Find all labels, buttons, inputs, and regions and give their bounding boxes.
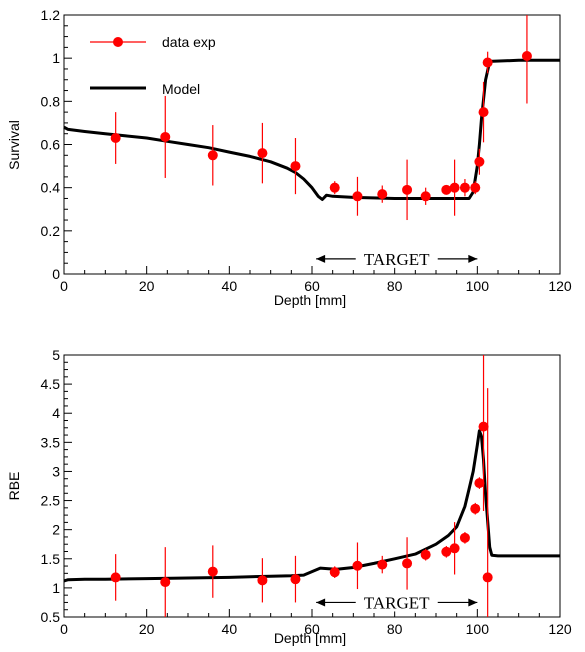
rbe-data-point (441, 546, 452, 557)
survival-y-tick-label: 0.2 (41, 223, 61, 239)
rbe-y-tick-label: 5 (52, 347, 60, 363)
legend-data-exp-label: data exp (162, 34, 216, 50)
rbe-data-point (470, 503, 481, 514)
survival-data-point (290, 161, 301, 172)
rbe-data-point (474, 478, 485, 489)
rbe-y-tick-label: 2 (52, 522, 60, 538)
rbe-y-tick-label: 3.5 (41, 434, 61, 450)
survival-y-tick-label: 1.2 (41, 7, 61, 23)
survival-data-point (441, 184, 452, 195)
survival-y-tick-label: 0.8 (41, 93, 61, 109)
rbe-y-tick-label: 1.5 (41, 551, 61, 567)
survival-model-curve (63, 58, 560, 201)
survival-x-tick-label: 100 (466, 278, 490, 294)
rbe-target-annotation: TARGET (316, 593, 478, 612)
legend-data-exp-marker (113, 37, 123, 47)
rbe-target-arrow-head-right (468, 598, 478, 607)
survival-data-point (160, 131, 171, 142)
rbe-x-tick-label: 0 (60, 621, 68, 637)
survival-axis-ticks: 0 20 40 60 80 100 120 0 0.2 0.4 0.6 0.8 1 1.2 (41, 7, 572, 294)
rbe-y-tick-label: 4.5 (41, 376, 61, 392)
rbe-x-tick-label: 60 (304, 621, 320, 637)
rbe-x-tick-label: 20 (139, 621, 155, 637)
rbe-target-label-bg (355, 593, 438, 612)
rbe-x-tick-label: 120 (548, 621, 572, 637)
survival-data-point (352, 191, 363, 202)
survival-x-tick-label: 20 (139, 278, 155, 294)
rbe-x-tick-label: 80 (387, 621, 403, 637)
survival-y-axis-title: Survival (6, 120, 22, 170)
rbe-x-tick-label: 40 (222, 621, 238, 637)
survival-data-point (482, 57, 493, 68)
survival-data-point (257, 148, 268, 159)
rbe-data-point (449, 543, 460, 554)
rbe-model-curve (63, 429, 560, 583)
survival-legend: data exp Model (90, 34, 216, 97)
survival-data-point (474, 156, 485, 167)
rbe-data-point (290, 574, 301, 585)
survival-plot-frame (63, 14, 561, 275)
rbe-y-tick-label: 4 (52, 405, 60, 421)
rbe-model-layer (63, 429, 560, 583)
rbe-data-point (207, 566, 218, 577)
rbe-target-arrow-head-left (316, 598, 326, 607)
survival-target-arrow-head-left (316, 254, 326, 263)
survival-x-tick-label: 40 (222, 278, 238, 294)
rbe-data-point (478, 421, 489, 432)
rbe-data-point (482, 572, 493, 583)
survival-target-arrow-head-right (468, 254, 478, 263)
survival-y-tick-label: 0.6 (41, 137, 61, 153)
survival-x-axis-title: Depth [mm] (274, 292, 346, 308)
rbe-data-point (402, 558, 413, 569)
survival-x-tick-label: 60 (304, 278, 320, 294)
rbe-data-point (459, 532, 470, 543)
survival-data-point (207, 150, 218, 161)
survival-data-point (521, 51, 532, 62)
survival-target-annotation: TARGET (316, 249, 478, 269)
rbe-data-point (110, 572, 121, 583)
survival-data-point (470, 182, 481, 193)
rbe-target-label: TARGET (364, 593, 430, 612)
survival-y-tick-label: 0 (52, 266, 60, 282)
survival-x-tick-label: 0 (60, 278, 68, 294)
rbe-data-point (352, 560, 363, 571)
survival-x-tick-label: 120 (548, 278, 572, 294)
rbe-data-point (377, 559, 388, 570)
rbe-y-axis-title: RBE (6, 472, 22, 501)
rbe-x-tick-label: 100 (466, 621, 490, 637)
rbe-panel: 0 20 40 60 80 100 120 0.5 1 1.5 2 2.5 3 3.5 4 4.5 5 Dept… (6, 347, 572, 646)
survival-data-point (402, 184, 413, 195)
rbe-data-point (420, 549, 431, 560)
survival-data-point (459, 182, 470, 193)
rbe-y-tick-label: 0.5 (41, 609, 61, 625)
rbe-y-tick-label: 2.5 (41, 493, 61, 509)
survival-target-label-bg (355, 249, 438, 268)
survival-data-layer (110, 15, 532, 221)
survival-data-point (420, 191, 431, 202)
legend-model-label: Model (162, 81, 200, 97)
rbe-y-tick-label: 1 (52, 580, 60, 596)
survival-model-layer (63, 58, 560, 201)
survival-data-point (329, 182, 340, 193)
survival-data-point (478, 107, 489, 118)
rbe-data-point (160, 577, 171, 588)
rbe-data-layer (110, 355, 493, 617)
survival-data-point (377, 189, 388, 200)
survival-y-tick-label: 0.4 (41, 180, 61, 196)
survival-panel: 0 20 40 60 80 100 120 0 0.2 0.4 0.6 0.8 1 1.2 Depth [… (6, 7, 572, 308)
rbe-axis-ticks: 0 20 40 60 80 100 120 0.5 1 1.5 2 2.5 3 3.5 4 4.5 5 (41, 347, 572, 637)
survival-data-point (449, 182, 460, 193)
rbe-data-point (329, 567, 340, 578)
survival-x-tick-label: 80 (387, 278, 403, 294)
survival-y-tick-label: 1 (52, 50, 60, 66)
rbe-y-tick-label: 3 (52, 463, 60, 479)
rbe-data-point (257, 575, 268, 586)
survival-data-point (110, 133, 121, 144)
rbe-x-axis-title: Depth [mm] (274, 630, 346, 646)
survival-target-label: TARGET (364, 250, 430, 269)
